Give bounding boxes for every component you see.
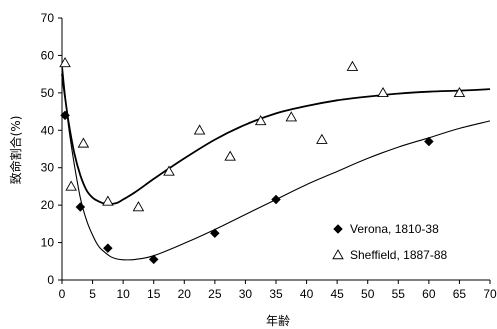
x-tick-label: 55: [392, 287, 406, 301]
y-tick-label: 40: [41, 123, 55, 137]
y-tick-label: 60: [41, 48, 55, 62]
legend-marker: [333, 224, 343, 234]
y-tick-label: 70: [41, 11, 55, 25]
fit-curve: [61, 73, 491, 205]
fit-curve: [61, 62, 491, 261]
axes: [58, 17, 491, 284]
data-point-diamond: [148, 254, 159, 265]
data-point-triangle: [65, 180, 77, 191]
data-point-triangle: [132, 201, 145, 212]
y-tick-label: 20: [41, 198, 55, 212]
series-sheffield: [59, 57, 491, 212]
x-tick-label: 30: [239, 287, 253, 301]
x-tick-label: 5: [89, 287, 96, 301]
x-tick-label: 45: [330, 287, 344, 301]
data-point-triangle: [285, 111, 298, 122]
data-point-triangle: [224, 150, 236, 161]
x-tick-label: 50: [361, 287, 375, 301]
x-tick-label: 0: [59, 287, 66, 301]
data-point-triangle: [377, 86, 389, 98]
y-tick-label: 50: [41, 86, 55, 100]
data-point-triangle: [77, 137, 90, 148]
series-marks: [59, 57, 491, 265]
x-tick-label: 15: [147, 287, 161, 301]
x-tick-label: 70: [483, 287, 497, 301]
y-tick-label: 10: [41, 236, 55, 250]
data-point-diamond: [210, 228, 220, 239]
data-point-triangle: [453, 86, 466, 98]
data-point-triangle: [102, 195, 114, 206]
x-tick-label: 20: [178, 287, 192, 301]
x-tick-label: 40: [300, 287, 314, 301]
x-tick-label: 35: [269, 287, 283, 301]
x-tick-label: 10: [116, 287, 130, 301]
legend: Verona, 1810-38 Sheffield, 1887-88: [332, 222, 448, 262]
x-axis-title: 年齢: [266, 313, 290, 328]
data-point-diamond: [424, 136, 434, 147]
data-point-triangle: [193, 124, 206, 135]
legend-marker: [332, 249, 344, 260]
x-tick-label: 60: [422, 287, 436, 301]
tick-labels: 0 5 10 15 20 25 30 35 40 45 50 55 60 65 70 0 10 20 30 40 50 6…: [41, 11, 497, 301]
x-tick-label: 25: [208, 287, 222, 301]
data-point-triangle: [254, 115, 267, 126]
y-tick-label: 0: [47, 273, 54, 287]
y-tick-label: 30: [41, 161, 55, 175]
legend-label: Verona, 1810-38: [350, 222, 439, 236]
legend-label: Sheffield, 1887-88: [350, 248, 448, 262]
data-point-triangle: [346, 60, 359, 71]
data-point-triangle: [163, 165, 175, 176]
data-point-diamond: [75, 202, 86, 212]
data-point-diamond: [271, 194, 281, 205]
data-point-diamond: [103, 243, 113, 254]
x-tick-label: 65: [453, 287, 467, 301]
y-axis-title: 致命割合(%): [8, 116, 23, 185]
data-point-triangle: [59, 57, 71, 68]
data-point-triangle: [316, 133, 328, 144]
